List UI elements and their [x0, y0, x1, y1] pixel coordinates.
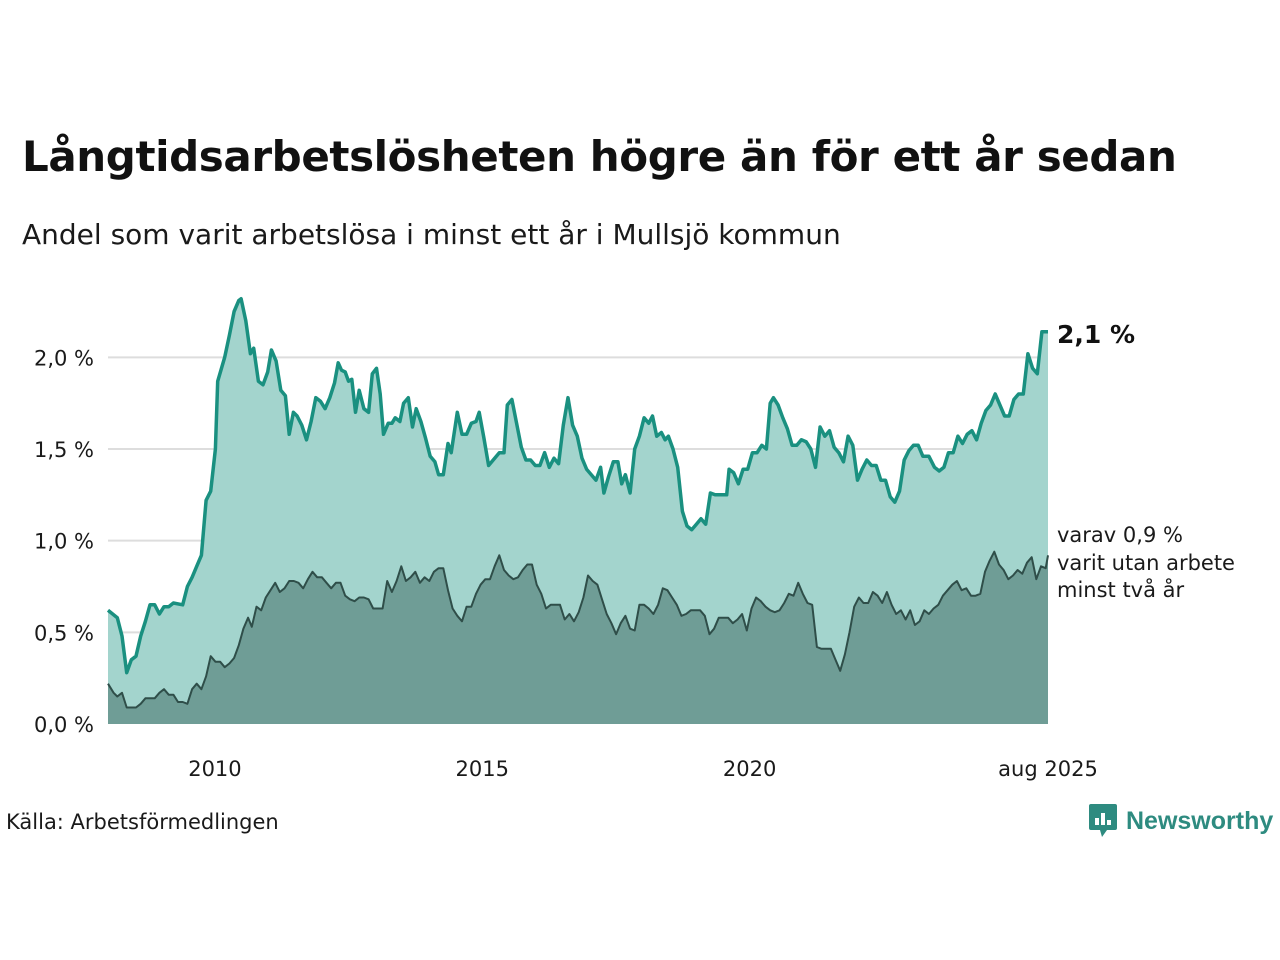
- newsworthy-logo: Newsworthy: [1088, 803, 1273, 839]
- y-tick-label: 2,0 %: [34, 346, 94, 370]
- y-tick-label: 1,0 %: [34, 530, 94, 554]
- chart-subtitle: Andel som varit arbetslösa i minst ett å…: [22, 218, 841, 251]
- x-tick-label: 2010: [188, 757, 241, 781]
- source-note: Källa: Arbetsförmedlingen: [6, 810, 279, 834]
- end-label-sub-line-1: varav 0,9 %: [1057, 523, 1183, 547]
- brand-name: Newsworthy: [1126, 806, 1274, 835]
- main-series-line: [106, 296, 1049, 675]
- y-axis-labels: 0,0 % 0,5 % 1,0 % 1,5 % 2,0 %: [34, 346, 94, 737]
- chart-title: Långtidsarbetslösheten högre än för ett …: [22, 132, 1177, 181]
- x-tick-label: 2015: [456, 757, 509, 781]
- y-tick-label: 1,5 %: [34, 438, 94, 462]
- newsworthy-logo-icon: [1089, 804, 1117, 837]
- sub-area-fill: [108, 551, 1048, 724]
- sub-series-line: [107, 550, 1049, 709]
- y-tick-label: 0,0 %: [34, 713, 94, 737]
- y-tick-label: 0,5 %: [34, 621, 94, 645]
- x-tick-label: 2020: [723, 757, 776, 781]
- end-label-sub-line-2: varit utan arbete: [1057, 551, 1235, 575]
- sub-area-series: [107, 550, 1049, 724]
- end-label-main: 2,1 %: [1057, 320, 1135, 349]
- x-axis-labels: 2010 2015 2020 aug 2025: [188, 757, 1098, 781]
- x-tick-label: aug 2025: [998, 757, 1098, 781]
- end-label-sub-line-3: minst två år: [1057, 577, 1185, 602]
